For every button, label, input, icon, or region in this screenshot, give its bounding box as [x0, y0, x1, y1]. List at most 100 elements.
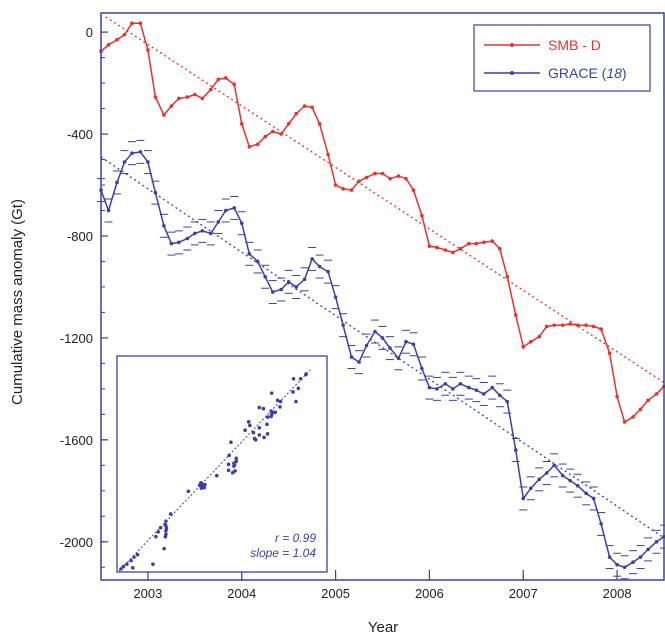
series-point — [560, 323, 565, 327]
inset-point — [227, 453, 231, 458]
inset-point — [257, 405, 262, 410]
inset-points — [119, 372, 308, 571]
series-point — [341, 323, 345, 327]
inset-point — [246, 420, 251, 424]
inset-point — [164, 519, 168, 523]
inset-point — [243, 428, 247, 433]
series-point — [279, 287, 283, 292]
series-point — [239, 122, 244, 126]
inset-point — [229, 440, 233, 444]
series-point — [497, 393, 502, 398]
legend-smb-marker — [510, 43, 514, 47]
series-point — [115, 180, 119, 185]
series-point — [373, 329, 377, 334]
series-point — [302, 104, 307, 108]
series-point — [599, 327, 603, 331]
series-point — [162, 223, 166, 228]
series-point — [270, 290, 275, 294]
inset-point — [269, 391, 274, 395]
series-point — [467, 385, 471, 390]
series-point — [216, 77, 221, 82]
series-point — [153, 95, 158, 99]
series-point — [396, 356, 401, 361]
series-point — [115, 37, 119, 42]
series-point — [615, 394, 619, 399]
series-point — [208, 87, 213, 92]
trend-lines — [100, 16, 665, 539]
series-point — [380, 336, 385, 340]
series-point — [505, 274, 510, 279]
series-point — [435, 387, 439, 391]
series-point — [568, 478, 572, 483]
inset-point — [203, 482, 207, 487]
series-point — [490, 239, 495, 243]
series-point — [521, 496, 526, 501]
series-point — [615, 562, 619, 567]
series-point — [544, 471, 549, 475]
series-point — [528, 339, 533, 344]
series-point — [631, 560, 635, 564]
series-point — [505, 399, 510, 404]
inset: r = 0.99 slope = 1.04 — [116, 355, 328, 573]
legend-grace-label: GRACE (18) — [548, 65, 627, 81]
inset-point — [186, 489, 191, 494]
inset-point — [119, 567, 123, 571]
series-point — [357, 360, 361, 364]
inset-point — [265, 415, 270, 419]
inset-point — [226, 468, 231, 473]
series-point — [239, 221, 244, 226]
series-point — [364, 175, 369, 180]
series-point — [646, 547, 650, 552]
inset-slope-label: slope = 1.04 — [250, 546, 316, 560]
series-point — [584, 491, 588, 496]
series-point — [420, 366, 424, 371]
series-point — [232, 206, 237, 210]
series-point — [404, 339, 408, 344]
series-point — [106, 208, 111, 213]
series-point — [607, 555, 612, 559]
series-point — [200, 96, 205, 101]
series-point — [326, 152, 330, 157]
series-point — [122, 32, 127, 37]
series-point — [270, 129, 275, 134]
x-tick-label: 2003 — [133, 586, 162, 601]
series-point — [427, 385, 432, 390]
series-point — [411, 342, 416, 347]
inset-point — [248, 423, 252, 428]
inset-point — [265, 432, 270, 436]
legend-grace-italic: 18 — [606, 65, 622, 81]
inset-point — [154, 534, 158, 539]
series-point — [575, 483, 580, 488]
series-point — [513, 313, 518, 317]
series-point — [411, 188, 416, 192]
series-point — [404, 176, 408, 181]
series-point — [420, 213, 424, 218]
legend: SMB - D GRACE (18) — [473, 24, 651, 92]
series-point — [130, 21, 134, 25]
series-point — [364, 343, 369, 348]
x-tick-label: 2005 — [321, 586, 350, 601]
series-point — [146, 48, 150, 52]
inset-point — [129, 558, 133, 563]
series-point — [302, 277, 307, 282]
series-point — [223, 208, 228, 213]
series-point — [427, 244, 432, 248]
series-point — [591, 324, 596, 329]
series-point — [138, 150, 143, 154]
series-point — [388, 176, 392, 181]
series-point — [232, 82, 237, 87]
x-tick-label: 2006 — [415, 586, 444, 601]
inset-point — [158, 525, 163, 530]
series-point — [638, 407, 643, 412]
inset-point — [151, 562, 155, 567]
series-point — [544, 324, 549, 329]
series-point — [193, 231, 197, 236]
inset-point — [226, 462, 231, 467]
series-point — [654, 539, 659, 544]
series-point — [286, 280, 291, 284]
y-tick-label: 0 — [86, 25, 93, 40]
inset-point — [278, 399, 283, 404]
series-point — [279, 132, 283, 136]
series-point — [317, 122, 322, 126]
x-tick-label: 2008 — [603, 586, 632, 601]
